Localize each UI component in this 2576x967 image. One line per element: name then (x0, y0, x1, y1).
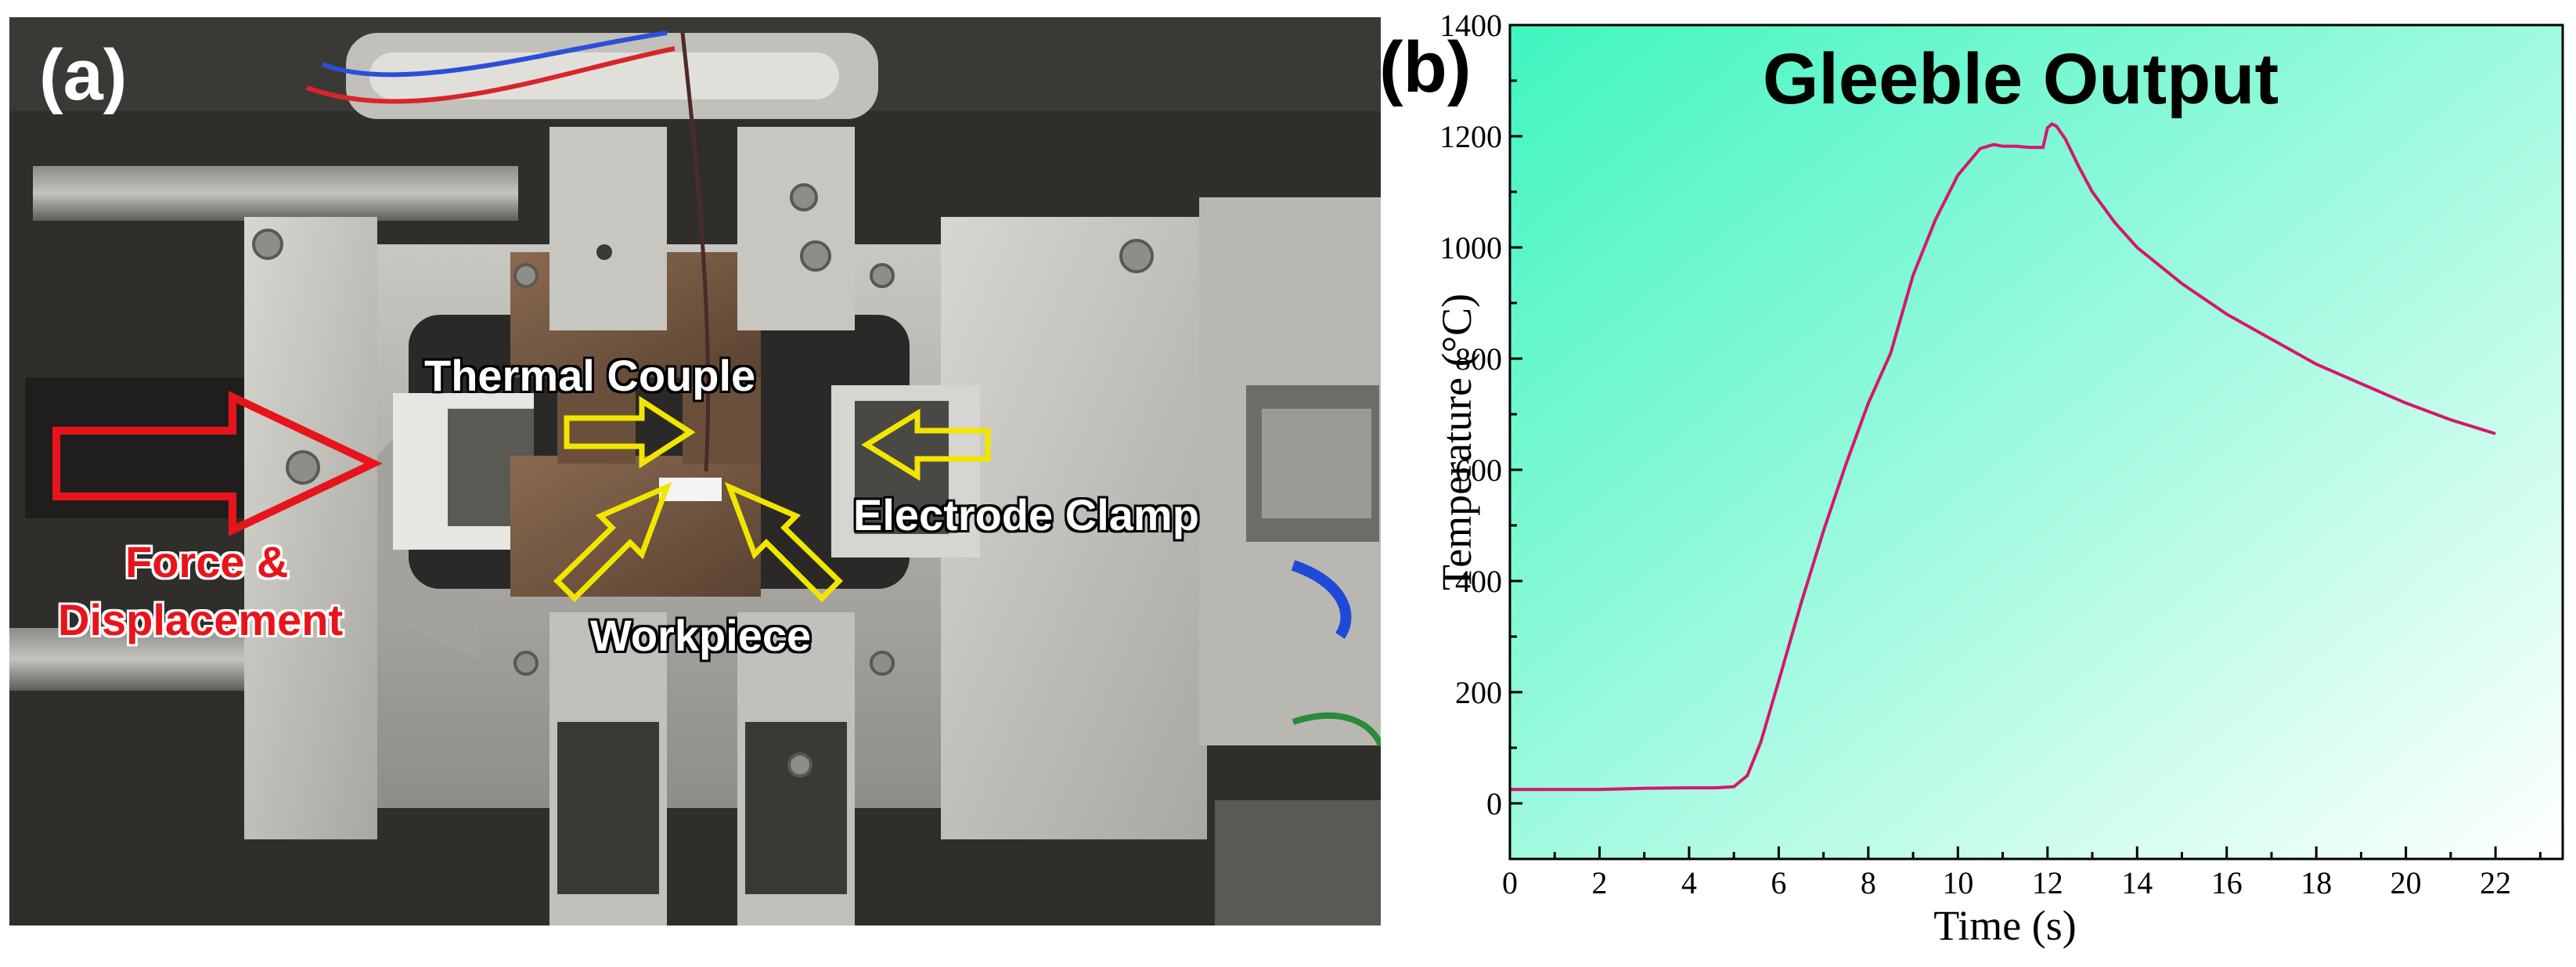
plot-frame (1508, 23, 2564, 861)
force-arrow (52, 391, 383, 536)
temperature-time-chart: 0 2 4 6 8 10 12 14 16 18 20 22 0 200 400 600 800 1000 1200… (1433, 8, 2564, 949)
workpiece-label: Workpiece (590, 611, 812, 660)
y-tick-label: 600 (1455, 453, 1502, 488)
chart-title: Gleeble Output (1763, 39, 2279, 119)
x-tick-label: 0 (1502, 865, 1518, 900)
y-tick-label: 1200 (1439, 119, 1502, 154)
electrode-clamp-arrow (861, 408, 991, 482)
x-tick-label: 20 (2390, 865, 2422, 900)
gleeble-photo-panel: (a) Thermal Couple Electrode Clamp Workp… (9, 17, 1381, 926)
force-label-line2: Displacement (58, 595, 344, 644)
x-tick-label: 12 (2032, 865, 2063, 900)
thermal-couple-arrow (564, 395, 696, 469)
x-tick-label: 18 (2300, 865, 2332, 900)
x-axis-title: Time (s) (1933, 902, 2077, 949)
gleeble-fixture-photo (9, 17, 1381, 926)
x-tick-label: 4 (1681, 865, 1697, 900)
y-tick-label: 0 (1486, 786, 1502, 821)
panel-a-label: (a) (39, 35, 128, 115)
panel-b-label: (b) (1379, 27, 1472, 107)
x-tick-label: 8 (1861, 865, 1876, 900)
y-tick-label: 1400 (1439, 8, 1502, 43)
y-tick-label: 800 (1455, 341, 1502, 377)
force-label-line1: Force & (125, 537, 289, 586)
gleeble-chart-panel: 0 2 4 6 8 10 12 14 16 18 20 22 0 200 400 600 800 1000 1200… (1379, 0, 2576, 967)
pointer-arrows (553, 395, 991, 602)
y-axis-title: Temperature (°C) (1433, 294, 1480, 590)
electrode-clamp-label: Electrode Clamp (853, 490, 1199, 539)
temperature-series-line (1510, 122, 2496, 792)
y-tick-label: 200 (1455, 675, 1502, 710)
x-tick-label: 2 (1591, 865, 1607, 900)
thermal-couple-label: Thermal Couple (424, 351, 756, 400)
y-tick-label: 400 (1455, 564, 1502, 599)
y-tick-label: 1000 (1439, 230, 1502, 265)
x-tick-label: 22 (2480, 865, 2511, 900)
x-tick-label: 14 (2121, 865, 2153, 900)
x-tick-label: 6 (1771, 865, 1786, 900)
x-tick-label: 16 (2211, 865, 2243, 900)
x-tick-label: 10 (1942, 865, 1973, 900)
plot-background (1510, 25, 2563, 859)
workpiece-arrow-right (724, 482, 843, 602)
workpiece-arrow-left (553, 482, 672, 602)
